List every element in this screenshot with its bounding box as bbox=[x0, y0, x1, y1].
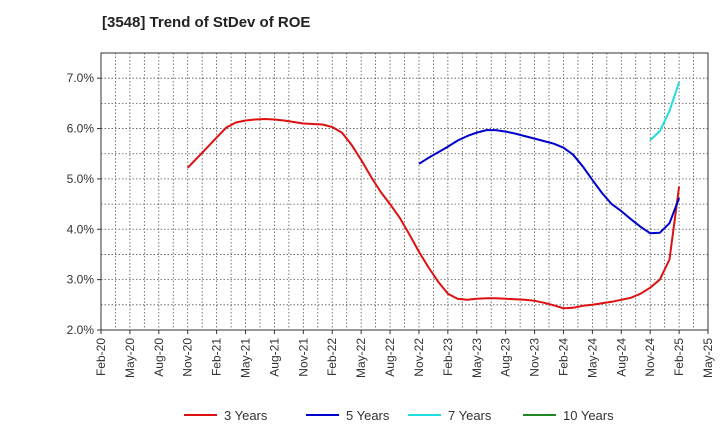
grid-layer bbox=[101, 53, 708, 330]
x-tick-label: Feb-20 bbox=[94, 338, 108, 376]
series-line-3-years bbox=[186, 118, 681, 310]
x-tick-label: Aug-22 bbox=[383, 338, 397, 377]
x-tick-label: Nov-24 bbox=[643, 338, 657, 377]
y-tick-label: 5.0% bbox=[67, 172, 95, 186]
series-layer bbox=[186, 81, 681, 310]
x-tick-label: May-22 bbox=[354, 338, 368, 378]
legend-label-3-years: 3 Years bbox=[224, 408, 268, 423]
x-tick-label: May-23 bbox=[470, 338, 484, 378]
y-tick-label: 4.0% bbox=[67, 222, 95, 236]
chart-title: [3548] Trend of StDev of ROE bbox=[102, 14, 311, 31]
legend: 3 Years 5 Years 7 Years 10 Years bbox=[184, 408, 614, 423]
x-tick-label: Nov-21 bbox=[296, 338, 310, 377]
x-tick-label: Nov-22 bbox=[412, 338, 426, 377]
y-axis-ticks: 2.0% 3.0% 4.0% 5.0% 6.0% 7.0% bbox=[67, 71, 101, 337]
x-tick-label: May-20 bbox=[123, 338, 137, 378]
x-tick-label: Feb-25 bbox=[672, 338, 686, 376]
x-tick-label: Aug-20 bbox=[152, 338, 166, 377]
y-tick-label: 2.0% bbox=[67, 323, 95, 337]
x-tick-label: May-21 bbox=[239, 338, 253, 378]
legend-label-7-years: 7 Years bbox=[448, 408, 492, 423]
x-tick-label: Nov-23 bbox=[528, 338, 542, 377]
y-tick-label: 6.0% bbox=[67, 122, 95, 136]
series-line-5-years bbox=[418, 129, 681, 235]
legend-label-5-years: 5 Years bbox=[346, 408, 390, 423]
x-tick-label: Aug-24 bbox=[614, 338, 628, 377]
x-tick-label: Feb-24 bbox=[556, 338, 570, 376]
x-tick-label: Feb-23 bbox=[441, 338, 455, 376]
x-axis-ticks: Feb-20 May-20 Aug-20 Nov-20 Feb-21 May-21 Aug-… bbox=[94, 330, 715, 378]
x-tick-label: Feb-22 bbox=[325, 338, 339, 376]
plot-border bbox=[100, 52, 709, 331]
series-line-7-years bbox=[649, 81, 681, 141]
y-tick-label: 3.0% bbox=[67, 273, 95, 287]
y-tick-label: 7.0% bbox=[67, 71, 95, 85]
x-tick-label: May-24 bbox=[585, 338, 599, 378]
x-tick-label: Feb-21 bbox=[210, 338, 224, 376]
x-tick-label: Aug-21 bbox=[267, 338, 281, 377]
x-tick-label: Aug-23 bbox=[499, 338, 513, 377]
x-tick-label: May-25 bbox=[701, 338, 715, 378]
legend-label-10-years: 10 Years bbox=[563, 408, 614, 423]
x-tick-label: Nov-20 bbox=[181, 338, 195, 377]
